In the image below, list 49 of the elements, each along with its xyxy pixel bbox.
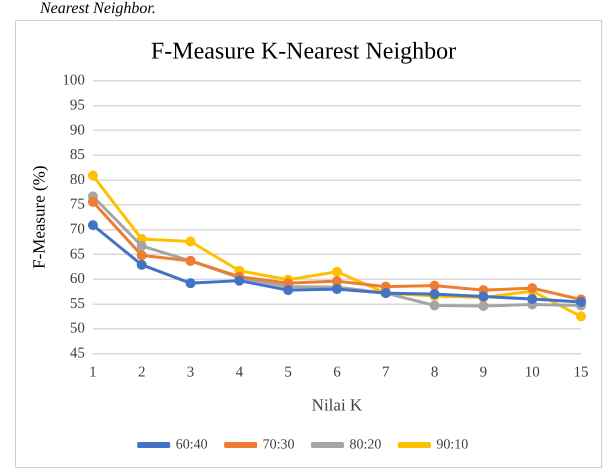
chart-title: F-Measure K-Nearest Neighbor <box>150 38 456 65</box>
point <box>136 240 147 251</box>
x-tick-label: 2 <box>138 364 146 381</box>
point <box>186 278 196 288</box>
point <box>527 283 538 294</box>
point <box>283 285 294 296</box>
x-tick-label: 9 <box>480 364 488 381</box>
y-tick-label: 55 <box>70 296 85 312</box>
legend-label: 90:10 <box>436 438 468 453</box>
point <box>88 170 98 181</box>
point <box>88 220 98 230</box>
point <box>430 280 440 291</box>
text: Nearest Neighbor. <box>40 0 156 18</box>
x-tick-label: 10 <box>524 364 540 381</box>
legend-label: 70:30 <box>262 438 294 453</box>
y-tick-label: 60 <box>70 271 85 288</box>
y-tick-label: 50 <box>70 320 85 337</box>
y-tick-label: 70 <box>70 222 85 238</box>
y-tick-label: 80 <box>70 172 85 188</box>
x-axis-title: Nilai K <box>312 395 363 414</box>
point <box>527 294 538 304</box>
point <box>576 297 586 308</box>
y-tick-label: 85 <box>70 147 85 164</box>
y-tick-label: 45 <box>70 346 85 362</box>
x-tick-label: 6 <box>333 364 342 381</box>
y-tick-label: 75 <box>70 196 85 213</box>
x-tick-label: 15 <box>574 364 588 381</box>
x-tick-label: 3 <box>186 364 194 381</box>
x-tick-label: 8 <box>430 364 438 381</box>
y-tick-label: 65 <box>70 246 85 262</box>
point <box>186 236 196 247</box>
point <box>478 300 488 311</box>
point <box>576 311 586 322</box>
y-tick-label: 100 <box>62 72 85 89</box>
y-tick-label: 95 <box>70 98 85 114</box>
point <box>88 196 98 207</box>
point <box>332 266 342 277</box>
y-axis-title: F-Measure (%) <box>30 166 49 269</box>
point <box>430 300 440 310</box>
y-tick-label: 90 <box>70 122 85 138</box>
legend-label: 60:40 <box>176 438 208 453</box>
x-tick-label: 1 <box>89 364 97 381</box>
legend-label: 80:20 <box>350 438 382 453</box>
point <box>136 250 147 260</box>
point <box>234 276 244 286</box>
point <box>136 260 147 270</box>
x-tick-label: 5 <box>284 364 292 381</box>
x-tick-label: 4 <box>236 364 244 381</box>
x-tick-label: 7 <box>382 364 390 381</box>
